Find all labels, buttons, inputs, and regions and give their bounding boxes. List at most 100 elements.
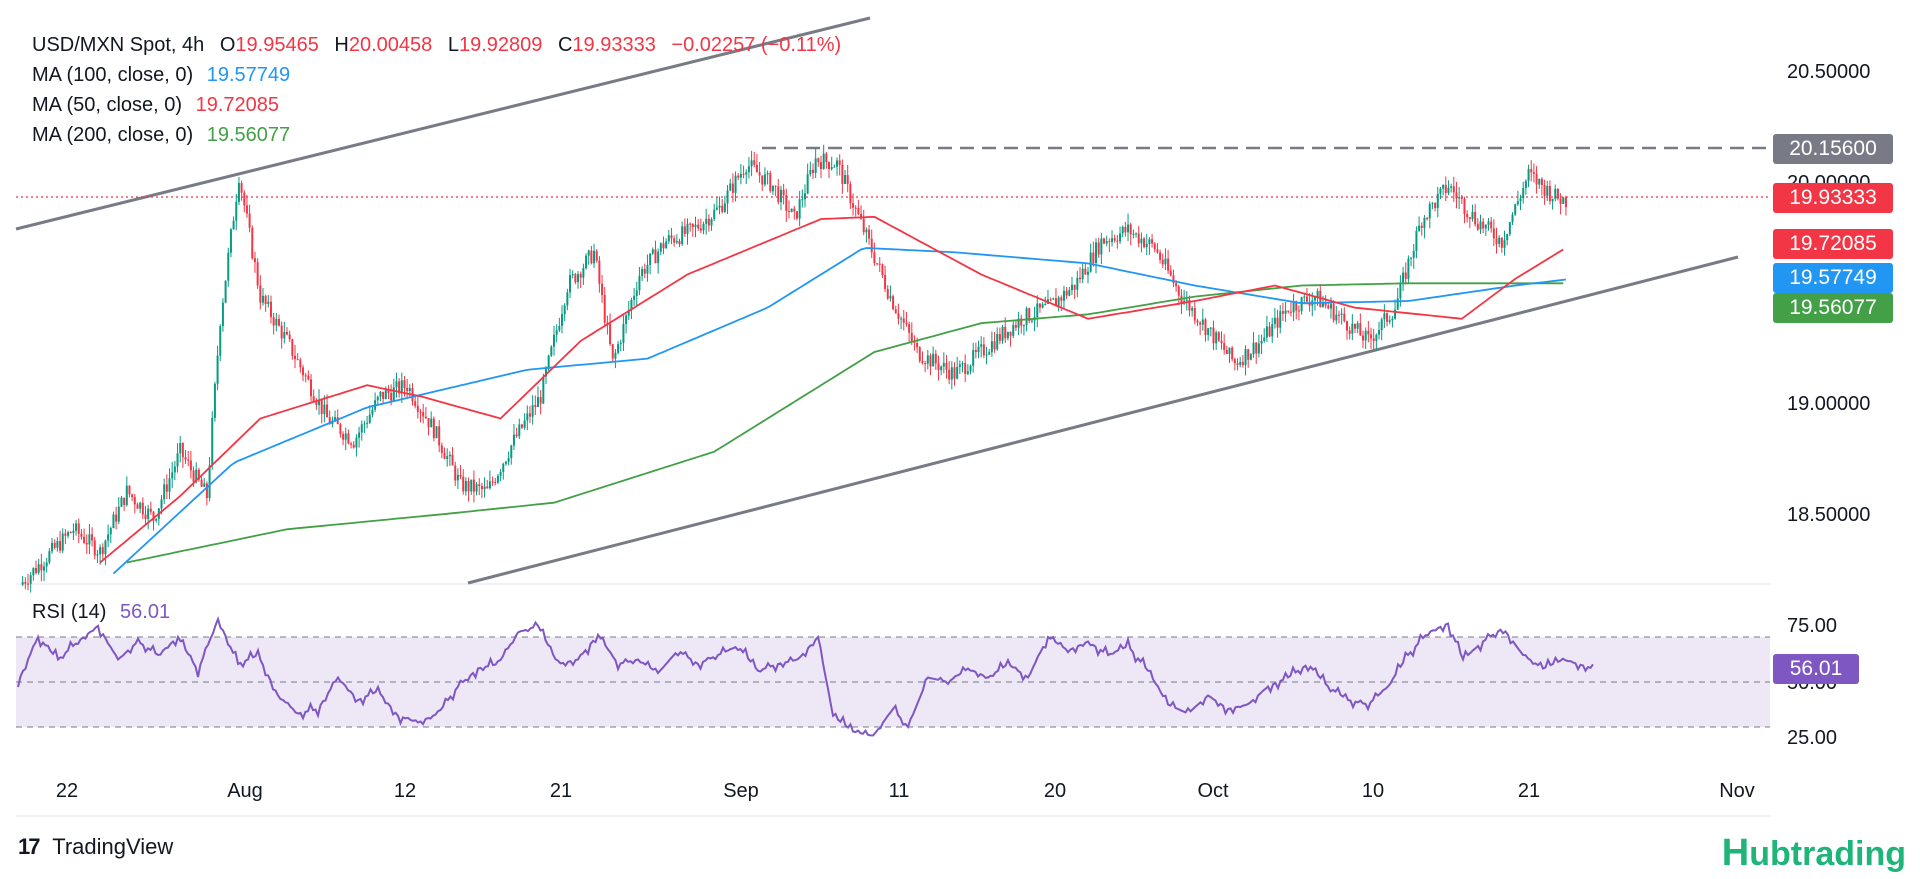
ma100-line [112,247,1567,575]
candle-body [779,189,782,203]
candle-body [1386,313,1389,322]
candle-body [1327,305,1330,309]
candle-body [272,317,275,326]
candle-body [1471,212,1474,220]
candle-body [155,518,158,521]
candle-body [371,409,374,415]
candle-body [806,174,809,194]
candle-body [1065,290,1068,296]
candle-body [1359,323,1362,336]
candle-body [702,223,705,231]
candle-body [456,474,459,481]
candle-body [144,514,147,519]
candle-body [670,235,673,239]
ma50-legend[interactable]: MA (50, close, 0) 19.72085 [32,90,279,120]
candle-body [1490,221,1493,229]
candle-body [886,288,889,299]
candle-body [809,169,812,175]
candle-body [438,426,441,446]
candle-body [1097,242,1100,255]
candle-body [593,250,596,264]
candle-body [88,534,91,545]
candle-body [854,207,857,209]
candle-body [430,418,433,428]
ma200-legend[interactable]: MA (200, close, 0) 19.56077 [32,120,290,150]
candle-body [1217,332,1220,341]
candle-body [486,486,489,489]
candle-body [1289,311,1292,313]
candle-body [830,167,833,169]
candle-body [1207,328,1210,335]
candle-body [96,554,99,556]
candle-body [205,483,208,499]
x-tick: 11 [888,780,910,802]
candle-body [900,318,903,320]
rsi-legend-value: 56.01 [120,601,171,623]
candle-body [1297,310,1300,312]
candle-body [1185,299,1188,301]
candle-body [536,397,539,408]
candle-body [454,465,457,481]
candle-body [470,479,473,492]
candle-body [1017,318,1020,328]
candle-body [504,461,507,464]
candle-body [937,363,940,371]
x-tick: 22 [55,780,79,802]
candle-body [251,227,254,259]
symbol-label[interactable]: USD/MXN Spot, 4h [32,34,205,56]
tradingview-brand[interactable]: 17 TradingView [18,834,173,860]
candle-body [841,164,844,184]
candle-body [1209,327,1212,329]
candle-body [617,344,620,353]
candle-body [478,484,481,487]
candle-body [569,275,572,293]
candle-body [424,416,427,419]
candle-body [507,458,510,462]
candle-body [934,353,937,364]
candle-body [721,205,724,212]
candle-body [195,469,198,482]
candle-body [176,453,179,467]
candle-body [432,418,435,439]
candle-body [131,494,134,498]
candle-body [200,479,203,487]
candle-body [75,523,78,531]
candle-body [782,189,785,196]
candle-body [734,175,737,193]
candle-body [277,318,280,326]
x-tick: 12 [393,780,417,802]
rsi-legend[interactable]: RSI (14) 56.01 [32,597,170,627]
candle-body [160,499,163,509]
candle-body [515,434,518,437]
candle-body [1140,238,1143,244]
candle-body [921,361,924,364]
candle-body [953,367,956,379]
candle-body [1362,335,1365,341]
candle-body [1167,258,1170,271]
candle-body [646,265,649,274]
change-value: −0.02257 (−0.11%) [671,34,842,56]
candle-body [1335,314,1338,321]
candle-body [1078,277,1081,280]
candle-body [1116,240,1119,242]
candle-body [1404,272,1407,279]
candle-body [860,213,863,219]
candle-body [416,405,419,412]
candle-body [555,330,558,335]
ma200-line [126,282,1564,564]
candle-body [595,250,598,261]
candle-body [1263,337,1266,342]
candle-body [1495,238,1498,244]
candle-body [72,530,75,533]
candle-body [448,454,451,457]
candle-body [1332,304,1335,321]
candle-body [179,443,182,454]
candle-body [1319,290,1322,308]
ma100-legend[interactable]: MA (100, close, 0) 19.57749 [32,60,290,90]
candle-body [577,274,580,283]
candle-body [1418,225,1421,231]
candle-body [318,399,321,406]
candle-body [496,475,499,483]
candle-body [1300,297,1303,312]
